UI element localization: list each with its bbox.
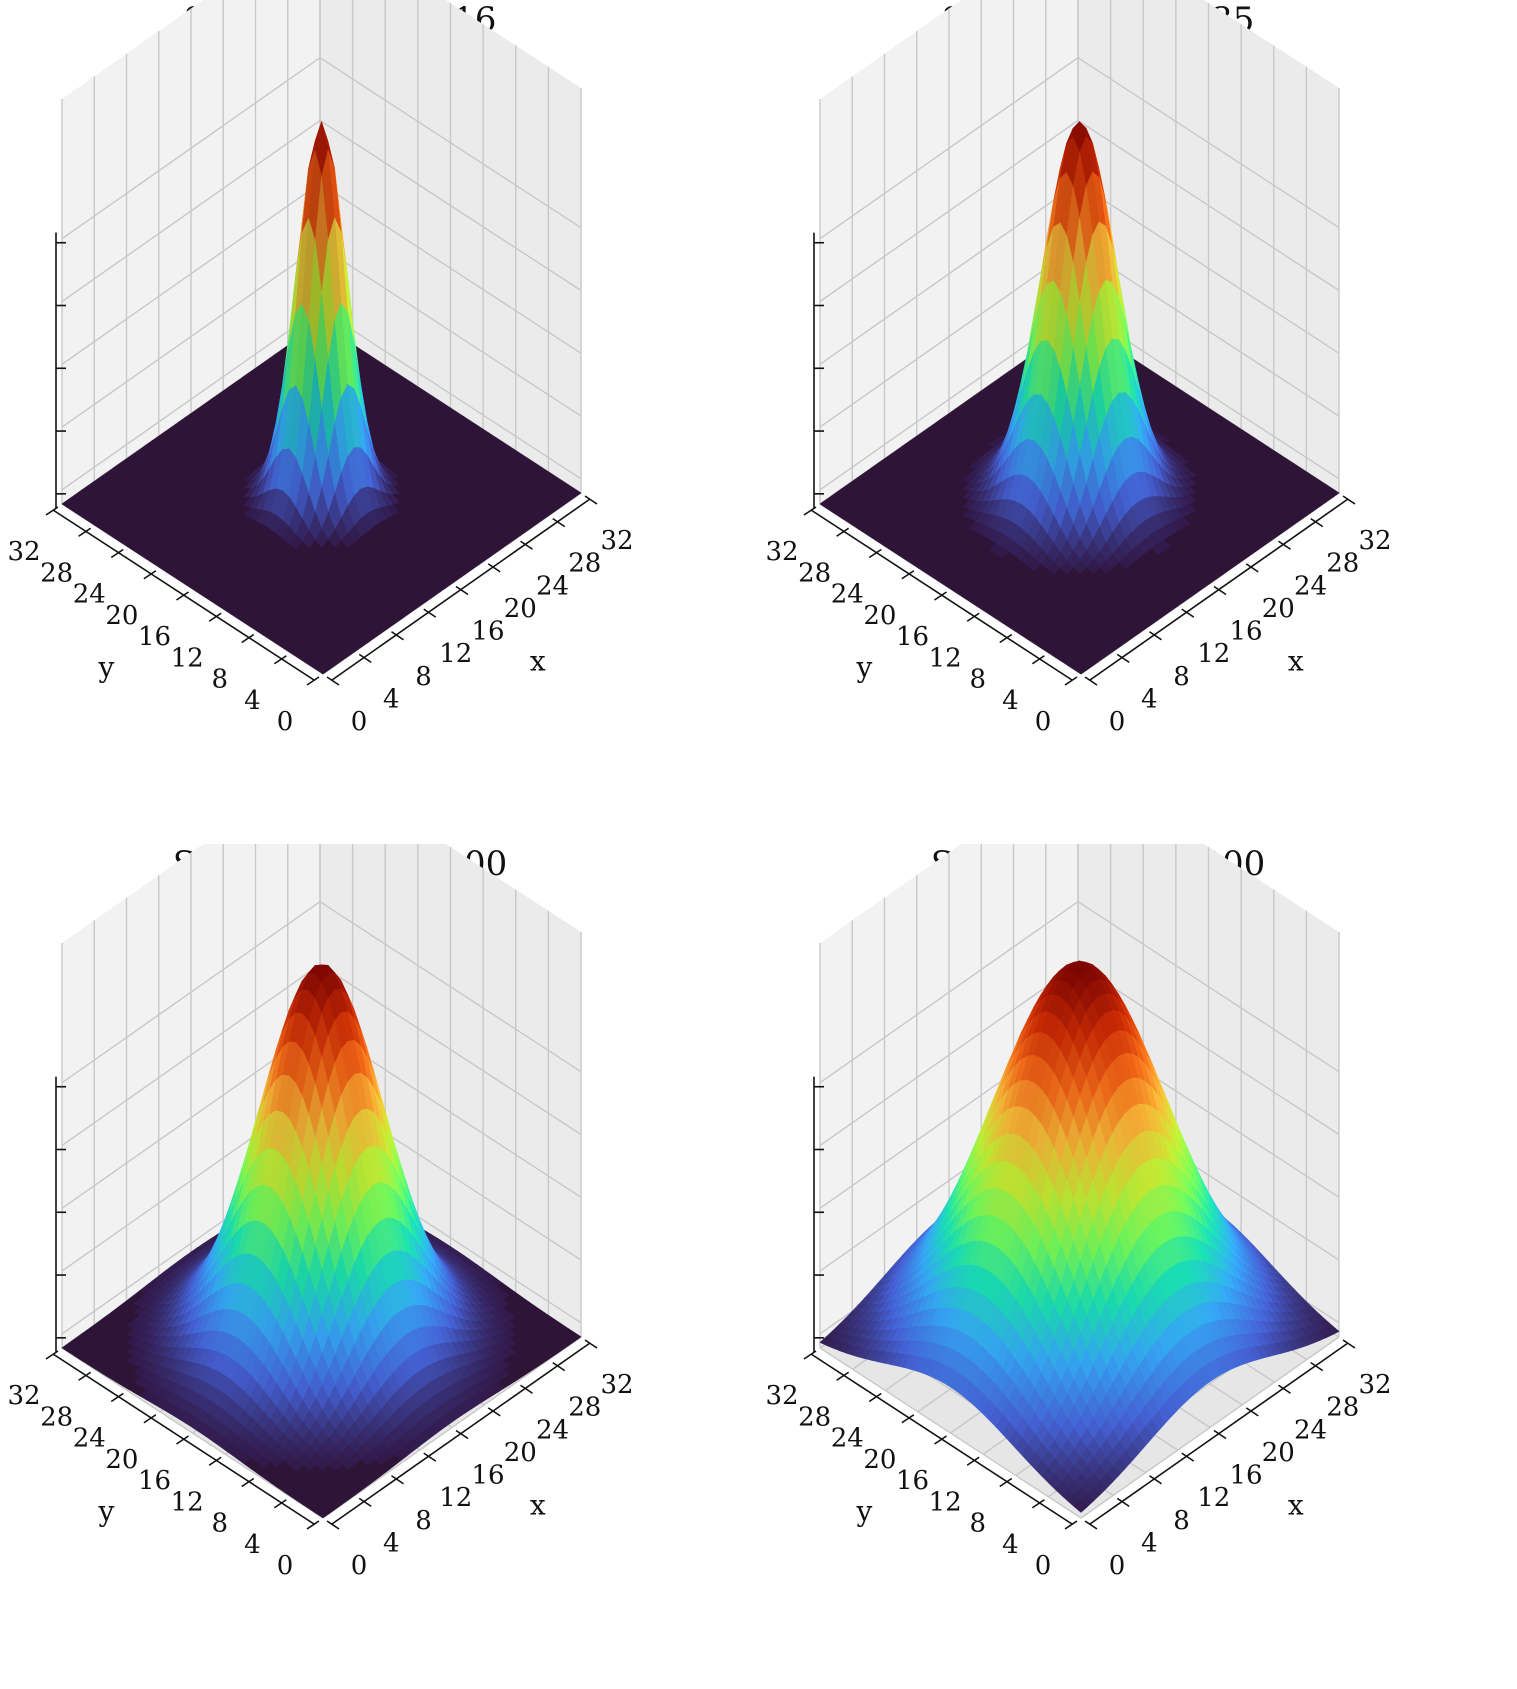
x-tick-label: 4 xyxy=(1141,684,1158,714)
gridline xyxy=(61,119,582,303)
y-tick-label: 12 xyxy=(929,643,962,673)
axes xyxy=(803,232,1356,686)
x-tick-label: 20 xyxy=(1262,594,1295,624)
y-tick-label: 16 xyxy=(896,622,929,652)
x-tick-mark xyxy=(552,517,566,528)
x-axis-label: x xyxy=(1288,644,1304,677)
gridline xyxy=(819,119,1340,303)
x-tick-mark xyxy=(1310,517,1324,528)
x-tick-label: 16 xyxy=(1229,617,1262,647)
x-tick-mark xyxy=(1245,563,1259,573)
y-axis-label: y xyxy=(97,651,114,684)
x-tick-label: 4 xyxy=(383,684,400,714)
gridline xyxy=(819,56,1340,240)
y-axis-label: y xyxy=(855,651,872,684)
y-tick-mark xyxy=(45,506,59,516)
x-tick-mark xyxy=(584,495,598,505)
x-tick-label: 16 xyxy=(471,617,504,647)
y-tick-label: 24 xyxy=(73,580,106,610)
x-tick-mark xyxy=(1149,631,1162,641)
y-tick-label: 32 xyxy=(7,537,40,567)
x-tick-mark xyxy=(1181,608,1195,618)
surface-panel-100: Smearing level 100 048121620242832048121… xyxy=(0,844,758,1688)
surface xyxy=(819,121,1340,675)
x-tick-label: 12 xyxy=(1197,639,1230,669)
gridline xyxy=(61,56,582,240)
x-tick-mark xyxy=(1084,676,1098,686)
x-tick-label: 28 xyxy=(1326,549,1359,579)
x-axis-label: x xyxy=(530,644,546,677)
surface-panel-16: Smearing level 16 0481216202428320481216… xyxy=(0,0,758,844)
y-tick-label: 8 xyxy=(211,665,228,695)
x-tick-mark xyxy=(423,608,437,618)
y-tick-label: 20 xyxy=(105,601,138,631)
y-tick-mark xyxy=(901,570,915,580)
y-tick-mark xyxy=(999,633,1013,644)
y-tick-label: 16 xyxy=(138,622,171,652)
y-tick-label: 28 xyxy=(798,558,831,588)
x-tick-label: 8 xyxy=(1173,662,1190,692)
surface-patch xyxy=(315,664,330,675)
y-tick-mark xyxy=(1064,676,1078,686)
y-tick-label: 28 xyxy=(40,558,73,588)
y-tick-label: 12 xyxy=(171,643,204,673)
y-tick-label: 0 xyxy=(277,707,294,737)
y-tick-label: 0 xyxy=(1035,707,1052,737)
x-tick-mark xyxy=(1213,585,1227,596)
x-tick-mark xyxy=(391,631,404,641)
y-tick-mark xyxy=(208,612,222,622)
y-tick-mark xyxy=(868,548,882,559)
y-tick-label: 32 xyxy=(765,537,798,567)
y-tick-mark xyxy=(143,570,157,580)
y-tick-mark xyxy=(966,612,980,622)
y-tick-label: 4 xyxy=(1002,686,1019,716)
y-tick-mark xyxy=(273,655,287,665)
gridline xyxy=(61,963,582,1147)
x-tick-label: 20 xyxy=(504,594,537,624)
y-tick-mark xyxy=(803,506,817,516)
x-tick-mark xyxy=(455,585,469,596)
x-tick-mark xyxy=(1116,653,1130,664)
y-tick-label: 24 xyxy=(831,580,864,610)
y-tick-label: 20 xyxy=(863,601,896,631)
y-tick-label: 8 xyxy=(969,665,986,695)
x-tick-mark xyxy=(1342,495,1356,505)
x-tick-mark xyxy=(487,563,501,573)
x-tick-label: 32 xyxy=(1358,526,1391,556)
y-tick-mark xyxy=(836,527,850,537)
y-tick-mark xyxy=(241,633,255,644)
x-tick-mark xyxy=(1278,540,1291,550)
x-tick-label: 0 xyxy=(351,707,368,737)
x-tick-label: 12 xyxy=(439,639,472,669)
x-tick-label: 8 xyxy=(415,662,432,692)
y-tick-mark xyxy=(1031,655,1045,665)
x-tick-label: 0 xyxy=(1109,707,1126,737)
y-tick-mark xyxy=(78,527,92,537)
surface-panel-35: Smearing level 35 0481216202428320481216… xyxy=(758,0,1516,844)
y-tick-mark xyxy=(306,676,320,686)
x-tick-mark xyxy=(358,653,372,664)
x-tick-mark xyxy=(520,540,533,550)
x-tick-label: 24 xyxy=(1294,571,1327,601)
x-tick-mark xyxy=(326,676,340,686)
surface xyxy=(61,964,582,1519)
axes xyxy=(45,232,598,686)
gridline xyxy=(61,900,582,1084)
y-tick-label: 4 xyxy=(244,686,261,716)
x-tick-label: 32 xyxy=(600,526,633,556)
x-tick-label: 24 xyxy=(536,571,569,601)
surface-patch xyxy=(1073,664,1088,675)
y-tick-mark xyxy=(176,591,189,601)
y-tick-mark xyxy=(110,548,124,559)
x-tick-label: 28 xyxy=(568,549,601,579)
y-tick-mark xyxy=(934,591,947,601)
surface xyxy=(61,120,582,675)
